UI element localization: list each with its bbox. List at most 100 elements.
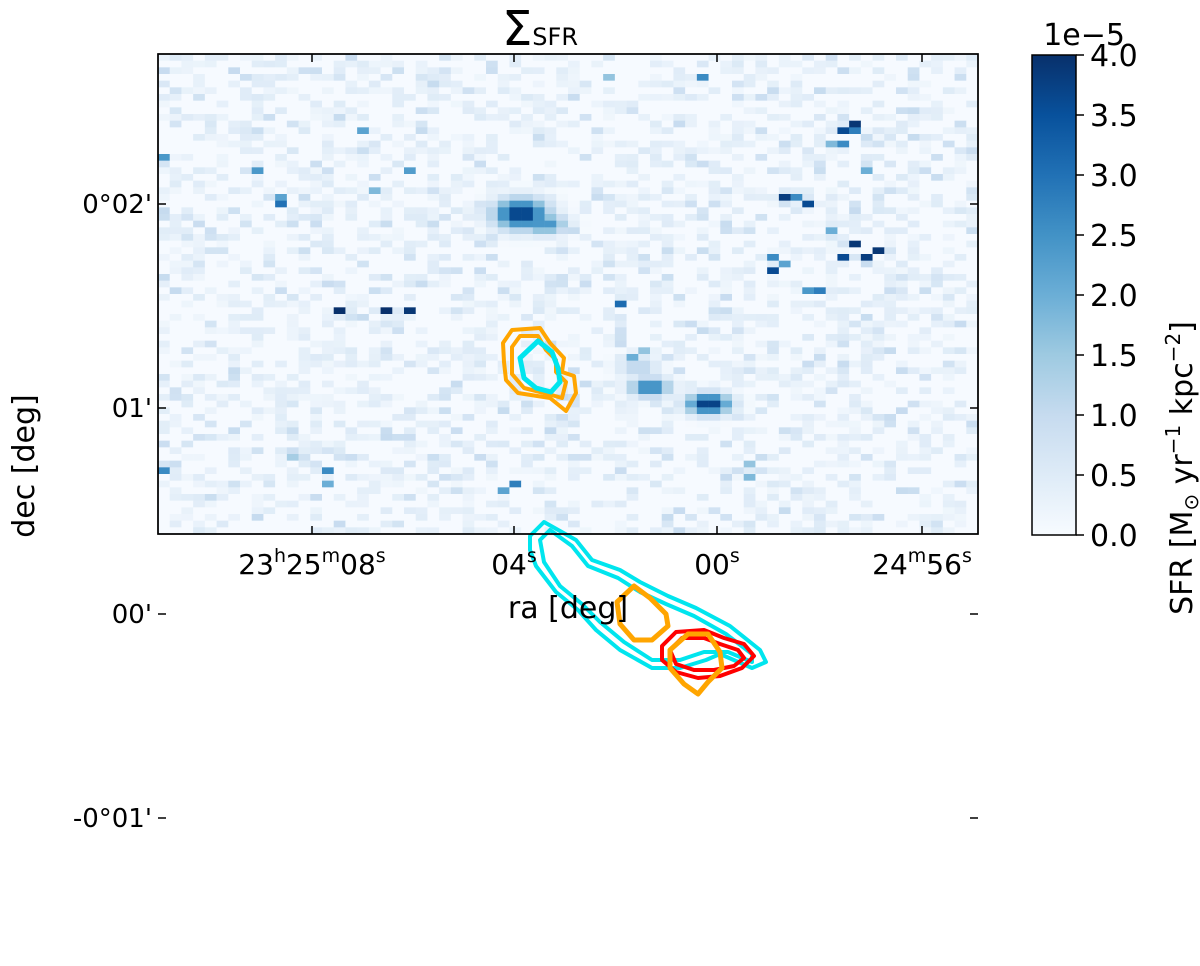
heatmap-cell [169,407,182,415]
heatmap-cell [368,340,381,348]
heatmap-cell [685,360,698,368]
heatmap-cell [298,420,311,428]
heatmap-cell [439,400,452,408]
heatmap-cell [708,474,721,481]
heatmap-cell [790,400,803,408]
heatmap-cell [767,500,780,508]
heatmap-cell [404,307,417,315]
heatmap-cell [345,247,358,255]
heatmap-cell [286,314,299,321]
heatmap-cell [310,147,323,155]
heatmap-cell [708,434,721,441]
heatmap-cell [661,374,674,381]
heatmap-cell [298,260,311,268]
heatmap-cell [404,260,417,268]
heatmap-cell [942,200,955,208]
heatmap-cell [532,400,545,408]
heatmap-cell [532,140,545,148]
heatmap-cell [661,127,674,135]
heatmap-cell [860,387,873,395]
heatmap-cell [661,114,674,121]
heatmap-cell [450,320,463,328]
heatmap-cell [521,100,534,108]
heatmap-cell [310,480,323,488]
heatmap-cell [439,387,452,395]
heatmap-cell [720,494,733,501]
heatmap-cell [942,474,955,481]
heatmap-cell [474,240,487,248]
heatmap-cell [345,200,358,208]
heatmap-cell [181,174,194,181]
heatmap-cell [275,140,288,148]
heatmap-cell [743,494,756,501]
heatmap-cell [931,114,944,121]
heatmap-cell [825,100,838,108]
heatmap-cell [919,180,932,188]
heatmap-cell [544,514,557,521]
heatmap-cell [568,340,581,348]
heatmap-cell [251,414,264,421]
heatmap-cell [849,187,862,195]
heatmap-cell [216,94,229,101]
heatmap-cell [673,507,686,515]
heatmap-cell [439,354,452,361]
heatmap-cell [544,327,557,335]
heatmap-cell [778,187,791,195]
heatmap-cell [579,267,592,275]
heatmap-cell [638,354,651,361]
heatmap-cell [650,94,663,101]
heatmap-cell [673,400,686,408]
heatmap-cell [802,427,815,435]
heatmap-cell [614,487,627,495]
heatmap-cell [896,420,909,428]
heatmap-cell [579,67,592,75]
heatmap-cell [931,487,944,495]
heatmap-cell [591,514,604,521]
heatmap-cell [228,254,241,261]
heatmap-cell [415,127,428,135]
heatmap-cell [415,420,428,428]
heatmap-cell [767,427,780,435]
heatmap-cell [696,154,709,161]
heatmap-cell [720,380,733,388]
heatmap-cell [790,307,803,315]
heatmap-cell [931,520,944,528]
heatmap-cell [427,487,440,495]
heatmap-cell [392,307,405,315]
heatmap-cell [556,267,569,275]
heatmap-cell [896,214,909,221]
heatmap-cell [240,154,253,161]
heatmap-cell [919,360,932,368]
heatmap-cell [286,420,299,428]
heatmap-cell [954,354,967,361]
heatmap-cell [849,260,862,268]
heatmap-cell [638,434,651,441]
heatmap-cell [579,360,592,368]
heatmap-cell [556,327,569,335]
heatmap-cell [474,340,487,348]
heatmap-cell [790,300,803,308]
heatmap-cell [650,87,663,95]
heatmap-cell [450,200,463,208]
heatmap-cell [896,407,909,415]
heatmap-cell [860,174,873,181]
heatmap-cell [462,454,475,461]
heatmap-cell [204,200,217,208]
heatmap-cell [169,467,182,475]
heatmap-cell [497,267,510,275]
heatmap-cell [368,234,381,241]
heatmap-cell [286,407,299,415]
heatmap-cell [544,194,557,201]
heatmap-cell [240,267,253,275]
heatmap-cell [849,454,862,461]
heatmap-cell [286,174,299,181]
heatmap-cell [931,60,944,68]
heatmap-cell [931,467,944,475]
heatmap-cell [357,87,370,95]
heatmap-cell [427,194,440,201]
heatmap-cell [685,320,698,328]
heatmap-cell [181,327,194,335]
heatmap-cell [907,147,920,155]
heatmap-cell [392,207,405,215]
heatmap-cell [240,227,253,235]
